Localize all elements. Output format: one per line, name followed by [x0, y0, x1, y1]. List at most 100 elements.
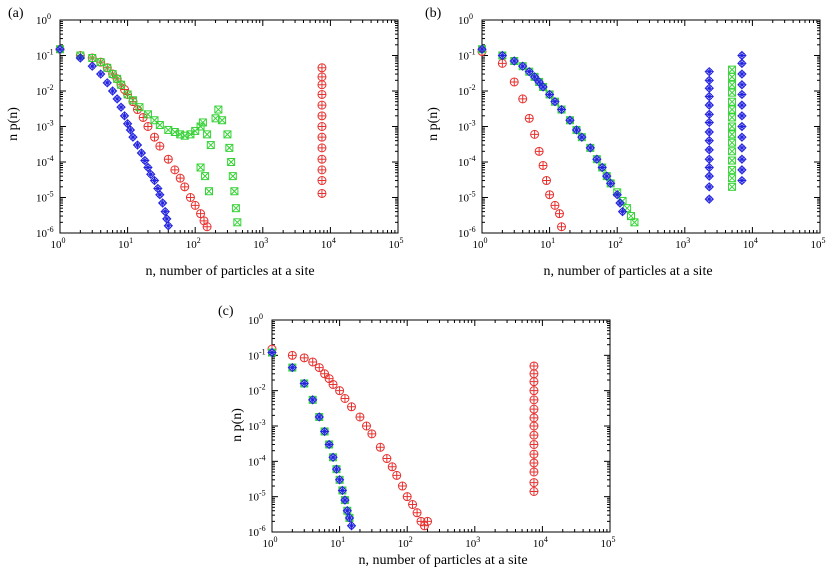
data-point-plus	[317, 143, 326, 152]
data-point-star	[705, 76, 713, 84]
data-point-star	[551, 98, 559, 106]
data-point-diamond	[617, 206, 628, 217]
panel-label-b: (b)	[425, 6, 442, 21]
data-point-plus	[392, 471, 401, 480]
data-point-diamond	[136, 148, 147, 158]
data-point-star	[113, 95, 121, 103]
data-point-star	[586, 144, 594, 152]
data-point-star	[338, 486, 346, 494]
data-point-x	[728, 157, 736, 164]
y-tick-label: 10-2	[36, 83, 54, 98]
data-point-square	[218, 116, 227, 125]
data-point-diamond	[331, 464, 342, 474]
data-point-x	[218, 116, 226, 124]
data-point-plus	[128, 97, 137, 106]
data-point-plus	[317, 133, 326, 142]
data-point-square	[728, 182, 737, 191]
data-point-star	[159, 199, 167, 207]
data-point-diamond	[307, 395, 318, 405]
panel-c: (c) n, number of particles at a site n p…	[218, 304, 616, 568]
data-point-x	[728, 106, 736, 113]
data-point-diamond	[155, 189, 165, 200]
data-point-diamond	[737, 69, 747, 79]
data-point-star	[498, 52, 506, 59]
data-point-square	[728, 105, 737, 114]
data-point-square	[228, 172, 237, 181]
data-point-star	[573, 126, 581, 134]
data-point-diamond	[704, 100, 714, 110]
data-point-star	[164, 222, 172, 230]
data-point-star	[268, 349, 276, 357]
data-point-star	[738, 81, 746, 89]
data-point-star	[345, 514, 353, 522]
data-point-plus	[542, 176, 551, 185]
data-point-star	[613, 191, 621, 199]
data-point-plus	[317, 155, 326, 164]
data-point-square	[135, 103, 144, 112]
data-point-diamond	[556, 104, 567, 115]
data-point-star	[519, 62, 527, 70]
data-point-plus	[529, 405, 538, 414]
data-point-plus	[555, 209, 564, 218]
data-point-plus	[376, 443, 385, 452]
data-point-diamond	[346, 521, 357, 531]
y-tick-label: 10-4	[36, 154, 54, 169]
y-tick-label: 10-4	[248, 453, 266, 468]
data-point-diamond	[287, 362, 298, 373]
data-point-star	[124, 120, 132, 128]
data-point-star	[705, 137, 713, 145]
data-point-diamond	[160, 206, 170, 217]
data-point-star	[109, 87, 117, 95]
data-point-plus	[545, 190, 554, 199]
data-point-square	[227, 158, 236, 166]
data-point-star	[705, 183, 713, 191]
series-green-c	[268, 348, 354, 522]
data-point-star	[56, 45, 64, 53]
x-tick-label: 104	[321, 236, 336, 251]
data-point-star	[738, 59, 746, 67]
data-point-star	[97, 70, 105, 78]
data-point-x	[214, 106, 222, 113]
data-point-plus	[340, 394, 349, 403]
x-tick-label: 103	[465, 535, 480, 550]
data-point-square	[150, 116, 159, 125]
series-red-b	[477, 46, 567, 232]
data-point-plus	[529, 440, 538, 449]
data-point-diamond	[95, 69, 106, 79]
data-point-star	[300, 379, 308, 387]
y-tick-label: 10-6	[248, 524, 266, 539]
data-point-x	[728, 123, 736, 130]
data-point-diamond	[534, 77, 544, 87]
data-point-star	[348, 522, 356, 530]
data-point-plus	[529, 369, 538, 378]
data-point-star	[705, 118, 713, 126]
panel-b: (b) n, number of particles at a site n p…	[425, 6, 826, 279]
data-point-diamond	[75, 53, 86, 63]
data-point-plus	[529, 413, 538, 422]
data-point-diamond	[87, 61, 97, 71]
data-point-plus	[529, 431, 538, 440]
data-point-square	[728, 147, 737, 156]
data-point-diamond	[116, 102, 126, 112]
data-point-diamond	[529, 72, 540, 82]
data-point-plus	[529, 458, 538, 467]
data-point-plus	[413, 508, 422, 517]
series-blue-b	[477, 44, 747, 217]
data-point-square	[117, 80, 126, 89]
data-point-star	[126, 126, 134, 134]
data-point-star	[315, 413, 323, 421]
data-point-diamond	[342, 506, 353, 516]
data-point-square	[103, 63, 112, 72]
data-point-diamond	[602, 171, 612, 181]
data-point-star	[336, 476, 344, 484]
data-point-diamond	[737, 58, 747, 69]
x-tick-label: 105	[389, 236, 404, 251]
data-point-x	[224, 131, 231, 138]
y-axis-title-c: n p(n)	[230, 408, 245, 442]
data-point-plus	[186, 193, 195, 202]
data-point-diamond	[704, 145, 714, 155]
data-point-plus	[539, 161, 548, 170]
data-point-x	[156, 121, 164, 129]
data-point-star	[705, 195, 713, 203]
data-point-diamond	[737, 175, 747, 186]
